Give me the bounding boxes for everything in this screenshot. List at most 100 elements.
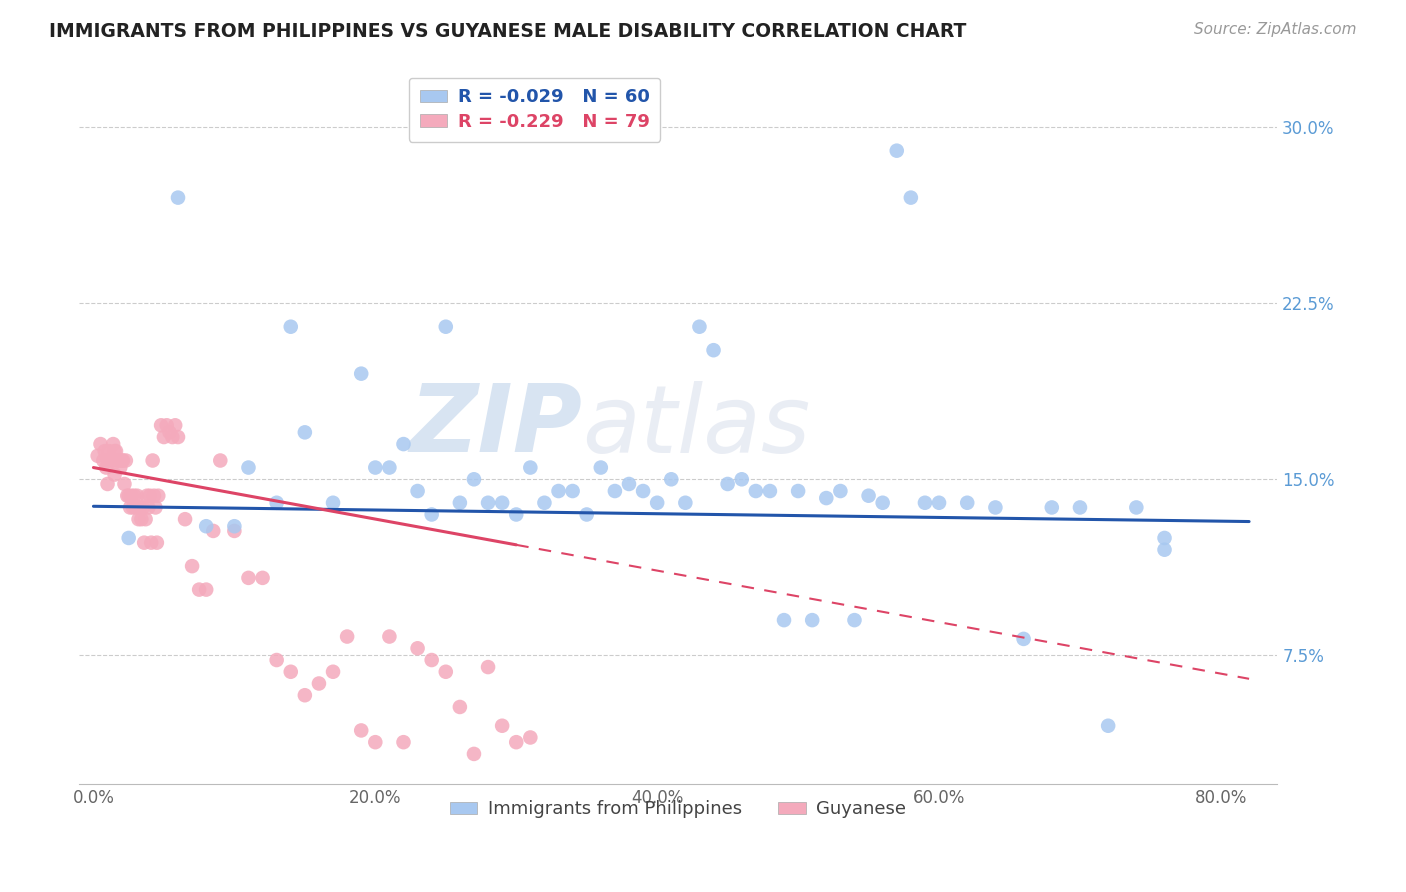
Point	[434, 665, 457, 679]
Point	[156, 418, 179, 433]
Point	[505, 735, 527, 749]
Point	[148, 489, 170, 503]
Point	[956, 496, 979, 510]
Point	[659, 472, 682, 486]
Point	[547, 483, 569, 498]
Point	[97, 444, 120, 458]
Point	[1125, 500, 1147, 515]
Point	[127, 489, 149, 503]
Point	[93, 444, 115, 458]
Point	[280, 665, 302, 679]
Point	[143, 489, 166, 503]
Point	[787, 483, 810, 498]
Point	[914, 496, 936, 510]
Point	[209, 453, 232, 467]
Point	[519, 731, 541, 745]
Point	[89, 437, 111, 451]
Point	[195, 582, 218, 597]
Point	[117, 489, 139, 503]
Point	[159, 425, 181, 440]
Point	[378, 460, 401, 475]
Text: atlas: atlas	[582, 381, 811, 472]
Point	[1012, 632, 1035, 646]
Point	[105, 444, 128, 458]
Point	[463, 747, 485, 761]
Point	[449, 496, 471, 510]
Point	[984, 500, 1007, 515]
Point	[477, 496, 499, 510]
Point	[673, 496, 696, 510]
Point	[118, 531, 141, 545]
Point	[336, 630, 359, 644]
Point	[294, 425, 316, 440]
Point	[135, 512, 157, 526]
Text: Source: ZipAtlas.com: Source: ZipAtlas.com	[1194, 22, 1357, 37]
Point	[1040, 500, 1063, 515]
Point	[477, 660, 499, 674]
Point	[815, 491, 838, 505]
Point	[150, 418, 173, 433]
Point	[1153, 531, 1175, 545]
Point	[378, 630, 401, 644]
Point	[124, 489, 146, 503]
Point	[801, 613, 824, 627]
Point	[420, 653, 443, 667]
Point	[1153, 542, 1175, 557]
Point	[731, 472, 754, 486]
Point	[759, 483, 782, 498]
Point	[252, 571, 274, 585]
Point	[142, 453, 165, 467]
Point	[589, 460, 612, 475]
Point	[872, 496, 894, 510]
Point	[134, 535, 156, 549]
Point	[322, 496, 344, 510]
Point	[392, 735, 415, 749]
Point	[112, 453, 135, 467]
Point	[266, 496, 288, 510]
Point	[224, 524, 246, 538]
Point	[111, 453, 134, 467]
Legend: Immigrants from Philippines, Guyanese: Immigrants from Philippines, Guyanese	[443, 793, 914, 825]
Point	[773, 613, 796, 627]
Point	[533, 496, 555, 510]
Point	[98, 453, 121, 467]
Point	[122, 500, 145, 515]
Point	[181, 559, 204, 574]
Point	[322, 665, 344, 679]
Point	[350, 723, 373, 738]
Point	[266, 653, 288, 667]
Point	[138, 500, 160, 515]
Point	[308, 676, 330, 690]
Point	[165, 418, 187, 433]
Point	[145, 500, 167, 515]
Point	[519, 460, 541, 475]
Point	[491, 496, 513, 510]
Point	[121, 489, 143, 503]
Point	[86, 449, 108, 463]
Point	[132, 500, 155, 515]
Point	[575, 508, 598, 522]
Point	[830, 483, 852, 498]
Point	[561, 483, 583, 498]
Point	[392, 437, 415, 451]
Point	[294, 688, 316, 702]
Point	[139, 489, 162, 503]
Point	[100, 453, 122, 467]
Point	[125, 500, 148, 515]
Point	[703, 343, 725, 358]
Point	[928, 496, 950, 510]
Point	[114, 477, 136, 491]
Point	[449, 700, 471, 714]
Text: IMMIGRANTS FROM PHILIPPINES VS GUYANESE MALE DISABILITY CORRELATION CHART: IMMIGRANTS FROM PHILIPPINES VS GUYANESE …	[49, 22, 966, 41]
Point	[364, 460, 387, 475]
Point	[167, 430, 190, 444]
Point	[101, 437, 124, 451]
Point	[224, 519, 246, 533]
Point	[153, 430, 176, 444]
Point	[120, 500, 142, 515]
Point	[406, 641, 429, 656]
Point	[128, 512, 150, 526]
Point	[195, 519, 218, 533]
Point	[858, 489, 880, 503]
Point	[280, 319, 302, 334]
